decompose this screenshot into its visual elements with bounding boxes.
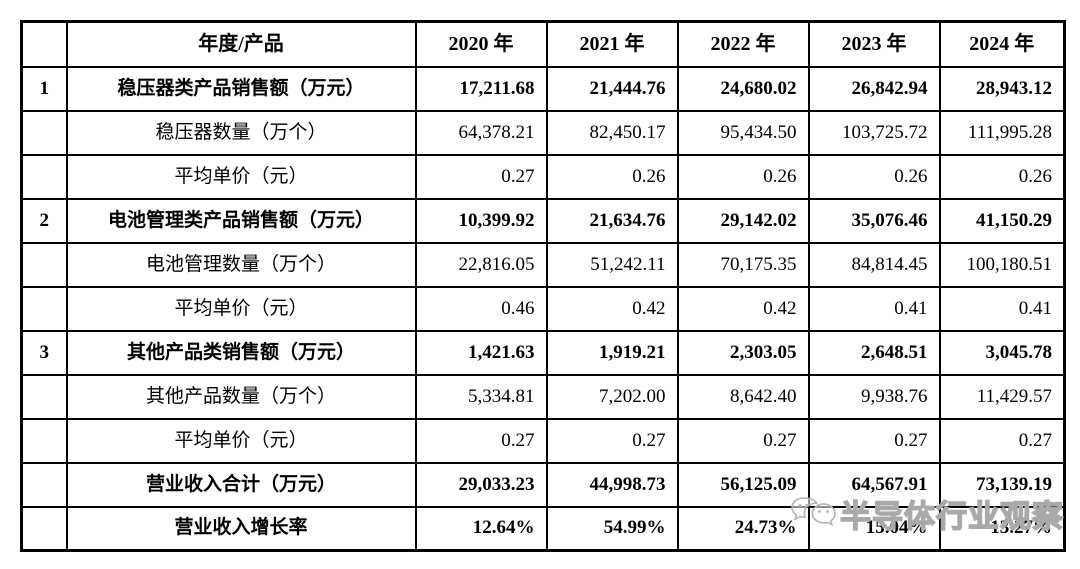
cell-value: 2,648.51 — [807, 329, 941, 376]
row-number: 3 — [20, 329, 68, 376]
header-year-2021: 2021 年 — [545, 20, 679, 68]
cell-value: 0.26 — [938, 153, 1066, 200]
cell-value: 22,816.05 — [414, 241, 548, 288]
header-year-2023: 2023 年 — [807, 20, 941, 68]
row-number — [20, 153, 68, 200]
table-row-battery-sales: 2 电池管理类产品销售额（万元） 10,399.92 21,634.76 29,… — [20, 197, 1066, 244]
cell-value: 1,421.63 — [414, 329, 548, 376]
header-product-column: 年度/产品 — [65, 20, 417, 68]
cell-value: 56,125.09 — [676, 461, 810, 508]
cell-value: 17,211.68 — [414, 65, 548, 112]
cell-value: 1,919.21 — [545, 329, 679, 376]
table-row-total-revenue: 营业收入合计（万元） 29,033.23 44,998.73 56,125.09… — [20, 461, 1066, 508]
row-label: 平均单价（元） — [65, 153, 417, 200]
row-number: 1 — [20, 65, 68, 112]
revenue-table-container: 年度/产品 2020 年 2021 年 2022 年 2023 年 2024 年… — [20, 20, 1066, 552]
row-label: 营业收入增长率 — [65, 505, 417, 552]
row-label: 稳压器类产品销售额（万元） — [65, 65, 417, 112]
cell-value: 24.73% — [676, 505, 810, 552]
cell-value: 64,378.21 — [414, 109, 548, 156]
cell-value: 103,725.72 — [807, 109, 941, 156]
row-label: 平均单价（元） — [65, 285, 417, 332]
header-row: 年度/产品 2020 年 2021 年 2022 年 2023 年 2024 年 — [20, 20, 1066, 68]
row-label: 电池管理数量（万个） — [65, 241, 417, 288]
cell-value: 0.27 — [676, 417, 810, 464]
cell-value: 11,429.57 — [938, 373, 1066, 420]
row-number — [20, 109, 68, 156]
cell-value: 0.27 — [414, 417, 548, 464]
cell-value: 0.46 — [414, 285, 548, 332]
row-number: 2 — [20, 197, 68, 244]
cell-value: 24,680.02 — [676, 65, 810, 112]
cell-value: 0.27 — [807, 417, 941, 464]
cell-value: 0.26 — [545, 153, 679, 200]
table-row-regulator-sales: 1 稳压器类产品销售额（万元） 17,211.68 21,444.76 24,6… — [20, 65, 1066, 112]
row-number — [20, 417, 68, 464]
cell-value: 21,444.76 — [545, 65, 679, 112]
cell-value: 10,399.92 — [414, 197, 548, 244]
cell-value: 3,045.78 — [938, 329, 1066, 376]
header-year-2024: 2024 年 — [938, 20, 1066, 68]
table-row-battery-quantity: 电池管理数量（万个） 22,816.05 51,242.11 70,175.35… — [20, 241, 1066, 288]
row-label: 营业收入合计（万元） — [65, 461, 417, 508]
cell-value: 0.42 — [545, 285, 679, 332]
revenue-table: 年度/产品 2020 年 2021 年 2022 年 2023 年 2024 年… — [20, 20, 1066, 552]
cell-value: 0.27 — [545, 417, 679, 464]
row-label: 电池管理类产品销售额（万元） — [65, 197, 417, 244]
row-number — [20, 505, 68, 552]
cell-value: 44,998.73 — [545, 461, 679, 508]
cell-value: 28,943.12 — [938, 65, 1066, 112]
cell-value: 70,175.35 — [676, 241, 810, 288]
header-year-2022: 2022 年 — [676, 20, 810, 68]
table-row-other-sales: 3 其他产品类销售额（万元） 1,421.63 1,919.21 2,303.0… — [20, 329, 1066, 376]
cell-value: 2,303.05 — [676, 329, 810, 376]
row-number — [20, 241, 68, 288]
cell-value: 5,334.81 — [414, 373, 548, 420]
cell-value: 64,567.91 — [807, 461, 941, 508]
table-row-regulator-quantity: 稳压器数量（万个） 64,378.21 82,450.17 95,434.50 … — [20, 109, 1066, 156]
cell-value: 111,995.28 — [938, 109, 1066, 156]
header-year-2020: 2020 年 — [414, 20, 548, 68]
cell-value: 0.26 — [676, 153, 810, 200]
cell-value: 9,938.76 — [807, 373, 941, 420]
cell-value: 26,842.94 — [807, 65, 941, 112]
cell-value: 0.42 — [676, 285, 810, 332]
cell-value: 84,814.45 — [807, 241, 941, 288]
cell-value: 15.04% — [807, 505, 941, 552]
row-label: 其他产品数量（万个） — [65, 373, 417, 420]
row-label: 稳压器数量（万个） — [65, 109, 417, 156]
cell-value: 51,242.11 — [545, 241, 679, 288]
cell-value: 54.99% — [545, 505, 679, 552]
cell-value: 82,450.17 — [545, 109, 679, 156]
table-row-regulator-unit-price: 平均单价（元） 0.27 0.26 0.26 0.26 0.26 — [20, 153, 1066, 200]
cell-value: 0.26 — [807, 153, 941, 200]
cell-value: 8,642.40 — [676, 373, 810, 420]
cell-value: 0.27 — [938, 417, 1066, 464]
cell-value: 0.27 — [414, 153, 548, 200]
cell-value: 7,202.00 — [545, 373, 679, 420]
row-number — [20, 461, 68, 508]
cell-value: 21,634.76 — [545, 197, 679, 244]
table-row-other-quantity: 其他产品数量（万个） 5,334.81 7,202.00 8,642.40 9,… — [20, 373, 1066, 420]
table-row-other-unit-price: 平均单价（元） 0.27 0.27 0.27 0.27 0.27 — [20, 417, 1066, 464]
row-label: 其他产品类销售额（万元） — [65, 329, 417, 376]
cell-value: 13.27% — [938, 505, 1066, 552]
cell-value: 0.41 — [938, 285, 1066, 332]
table-row-revenue-growth-rate: 营业收入增长率 12.64% 54.99% 24.73% 15.04% 13.2… — [20, 505, 1066, 552]
cell-value: 0.41 — [807, 285, 941, 332]
cell-value: 95,434.50 — [676, 109, 810, 156]
header-corner-cell — [20, 20, 68, 68]
row-number — [20, 373, 68, 420]
row-number — [20, 285, 68, 332]
row-label: 平均单价（元） — [65, 417, 417, 464]
cell-value: 41,150.29 — [938, 197, 1066, 244]
cell-value: 100,180.51 — [938, 241, 1066, 288]
cell-value: 29,033.23 — [414, 461, 548, 508]
cell-value: 35,076.46 — [807, 197, 941, 244]
cell-value: 73,139.19 — [938, 461, 1066, 508]
cell-value: 12.64% — [414, 505, 548, 552]
cell-value: 29,142.02 — [676, 197, 810, 244]
table-row-battery-unit-price: 平均单价（元） 0.46 0.42 0.42 0.41 0.41 — [20, 285, 1066, 332]
